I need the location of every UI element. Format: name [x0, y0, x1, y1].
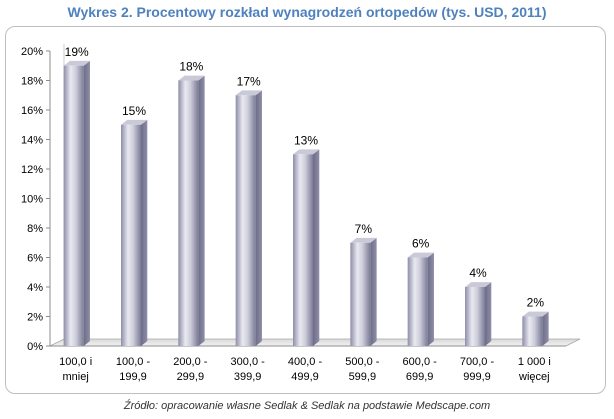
x-tick-label: 300,0 -	[231, 356, 266, 368]
bar-side	[255, 90, 262, 346]
y-tick-label: 4%	[27, 282, 43, 294]
bar-top	[293, 149, 320, 155]
data-label: 17%	[237, 74, 261, 88]
data-label: 4%	[469, 266, 487, 280]
y-tick-label: 8%	[27, 223, 43, 235]
bar	[407, 252, 434, 346]
bar-top	[407, 252, 434, 258]
data-label: 19%	[65, 45, 89, 59]
bar-top	[522, 311, 549, 317]
y-tick-label: 14%	[21, 135, 43, 147]
bar-front	[121, 124, 141, 346]
bar-side	[485, 282, 492, 346]
y-tick-label: 20%	[21, 46, 43, 58]
y-tick-label: 12%	[21, 164, 43, 176]
x-tick-label: 100,0 -	[116, 356, 151, 368]
x-tick-label: 599,9	[349, 371, 377, 383]
data-labels: 19% 15% 18% 17% 13% 7% 6% 4% 2%	[65, 45, 545, 310]
bar	[235, 90, 262, 346]
bar-front	[235, 95, 256, 346]
bar	[522, 311, 549, 346]
bar	[178, 75, 205, 346]
data-label: 13%	[294, 133, 318, 147]
y-tick-label: 6%	[27, 253, 43, 265]
bar-top	[178, 75, 205, 81]
y-tick-label: 16%	[21, 105, 43, 117]
bar-top	[465, 282, 492, 287]
data-label: 7%	[355, 222, 373, 236]
y-tick-label: 2%	[27, 312, 43, 324]
source-note: Źródło: opracowanie własne Sedlak & Sedl…	[123, 400, 491, 412]
bar-top	[235, 90, 262, 96]
bar	[63, 60, 90, 346]
bar-side	[313, 149, 320, 346]
bar	[465, 282, 492, 346]
bar-top	[63, 60, 90, 66]
y-tick-label: 18%	[21, 76, 43, 88]
y-tick-label: 10%	[21, 194, 43, 206]
x-tick-label: 400,0 -	[288, 356, 323, 368]
x-tick-label: 100,0 i	[59, 356, 92, 368]
x-tick-label: 699,9	[406, 371, 434, 383]
x-tick-label: 299,9	[177, 371, 205, 383]
x-tick-label: więcej	[518, 371, 550, 383]
x-tick-label: 500,0 -	[345, 356, 380, 368]
x-tick-label: mniej	[63, 371, 89, 383]
bar-side	[542, 311, 549, 346]
data-label: 15%	[122, 104, 146, 118]
x-tick-label: 200,0 -	[173, 356, 208, 368]
x-tick-label: 999,9	[463, 371, 491, 383]
bar	[121, 119, 148, 346]
x-tick-label: 499,9	[291, 371, 319, 383]
y-axis-ticks: 0% 2% 4% 6% 8% 10% 12% 14% 16% 18% 20%	[21, 46, 50, 353]
bar-front	[350, 242, 371, 346]
bar-side	[198, 75, 205, 346]
bar-front	[407, 257, 428, 346]
y-tick-label: 0%	[27, 341, 43, 353]
bar-front	[63, 65, 84, 346]
x-tick-label: 199,9	[119, 371, 147, 383]
data-label: 6%	[412, 237, 430, 251]
bar-front	[522, 316, 543, 346]
bar-front	[178, 80, 199, 346]
data-label: 18%	[179, 60, 203, 74]
x-tick-label: 399,9	[234, 371, 262, 383]
bar-series	[63, 60, 549, 346]
bar	[350, 237, 377, 346]
bar-front	[465, 287, 485, 346]
bar-side	[83, 60, 90, 346]
x-tick-label: 600,0 -	[403, 356, 438, 368]
x-tick-label: 1 000 i	[518, 356, 551, 368]
bar-side	[370, 237, 377, 346]
bar-top	[121, 119, 148, 125]
chart-title: Wykres 2. Procentowy rozkład wynagrodzeń…	[67, 4, 547, 20]
bar-side	[141, 119, 148, 346]
bar-top	[350, 237, 377, 243]
bar-side	[427, 252, 434, 346]
x-tick-label: 700,0 -	[460, 356, 495, 368]
data-label: 2%	[527, 296, 545, 310]
bar	[293, 149, 320, 346]
x-axis-categories: 100,0 i mniej 100,0 - 199,9 200,0 - 299,9 300,…	[59, 356, 551, 383]
bar-front	[293, 154, 313, 346]
